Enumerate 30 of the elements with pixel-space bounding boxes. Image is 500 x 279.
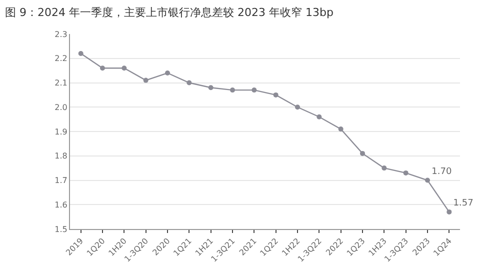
point <box>338 126 344 132</box>
point <box>360 150 365 156</box>
y-tick-label: 1.7 <box>54 176 68 186</box>
y-tick-label: 2.3 <box>54 30 68 39</box>
point <box>382 166 387 171</box>
y-tick-label: 2.0 <box>54 102 68 112</box>
data-label: 1.57 <box>453 198 474 209</box>
point <box>230 88 235 93</box>
point <box>273 92 278 98</box>
chart-title: 图 9：2024 年一季度，主要上市银行净息差较 2023 年收窄 13bp <box>5 6 334 20</box>
y-tick-label: 1.5 <box>54 224 68 234</box>
point <box>403 170 408 176</box>
point <box>100 66 105 71</box>
y-tick-label: 2.1 <box>54 78 68 88</box>
point <box>186 80 192 86</box>
point <box>78 51 84 56</box>
data-label: 1.70 <box>432 166 452 177</box>
point <box>316 114 322 120</box>
point <box>208 85 214 90</box>
point <box>165 70 170 76</box>
point <box>295 104 300 110</box>
y-tick-label: 1.9 <box>54 127 68 136</box>
y-tick-label: 2.2 <box>54 54 68 64</box>
point <box>425 178 430 183</box>
point <box>122 66 127 71</box>
point <box>252 88 257 93</box>
y-tick-label: 1.8 <box>54 152 68 161</box>
point <box>446 209 452 214</box>
point <box>143 78 148 83</box>
y-tick-label: 1.6 <box>54 200 68 210</box>
